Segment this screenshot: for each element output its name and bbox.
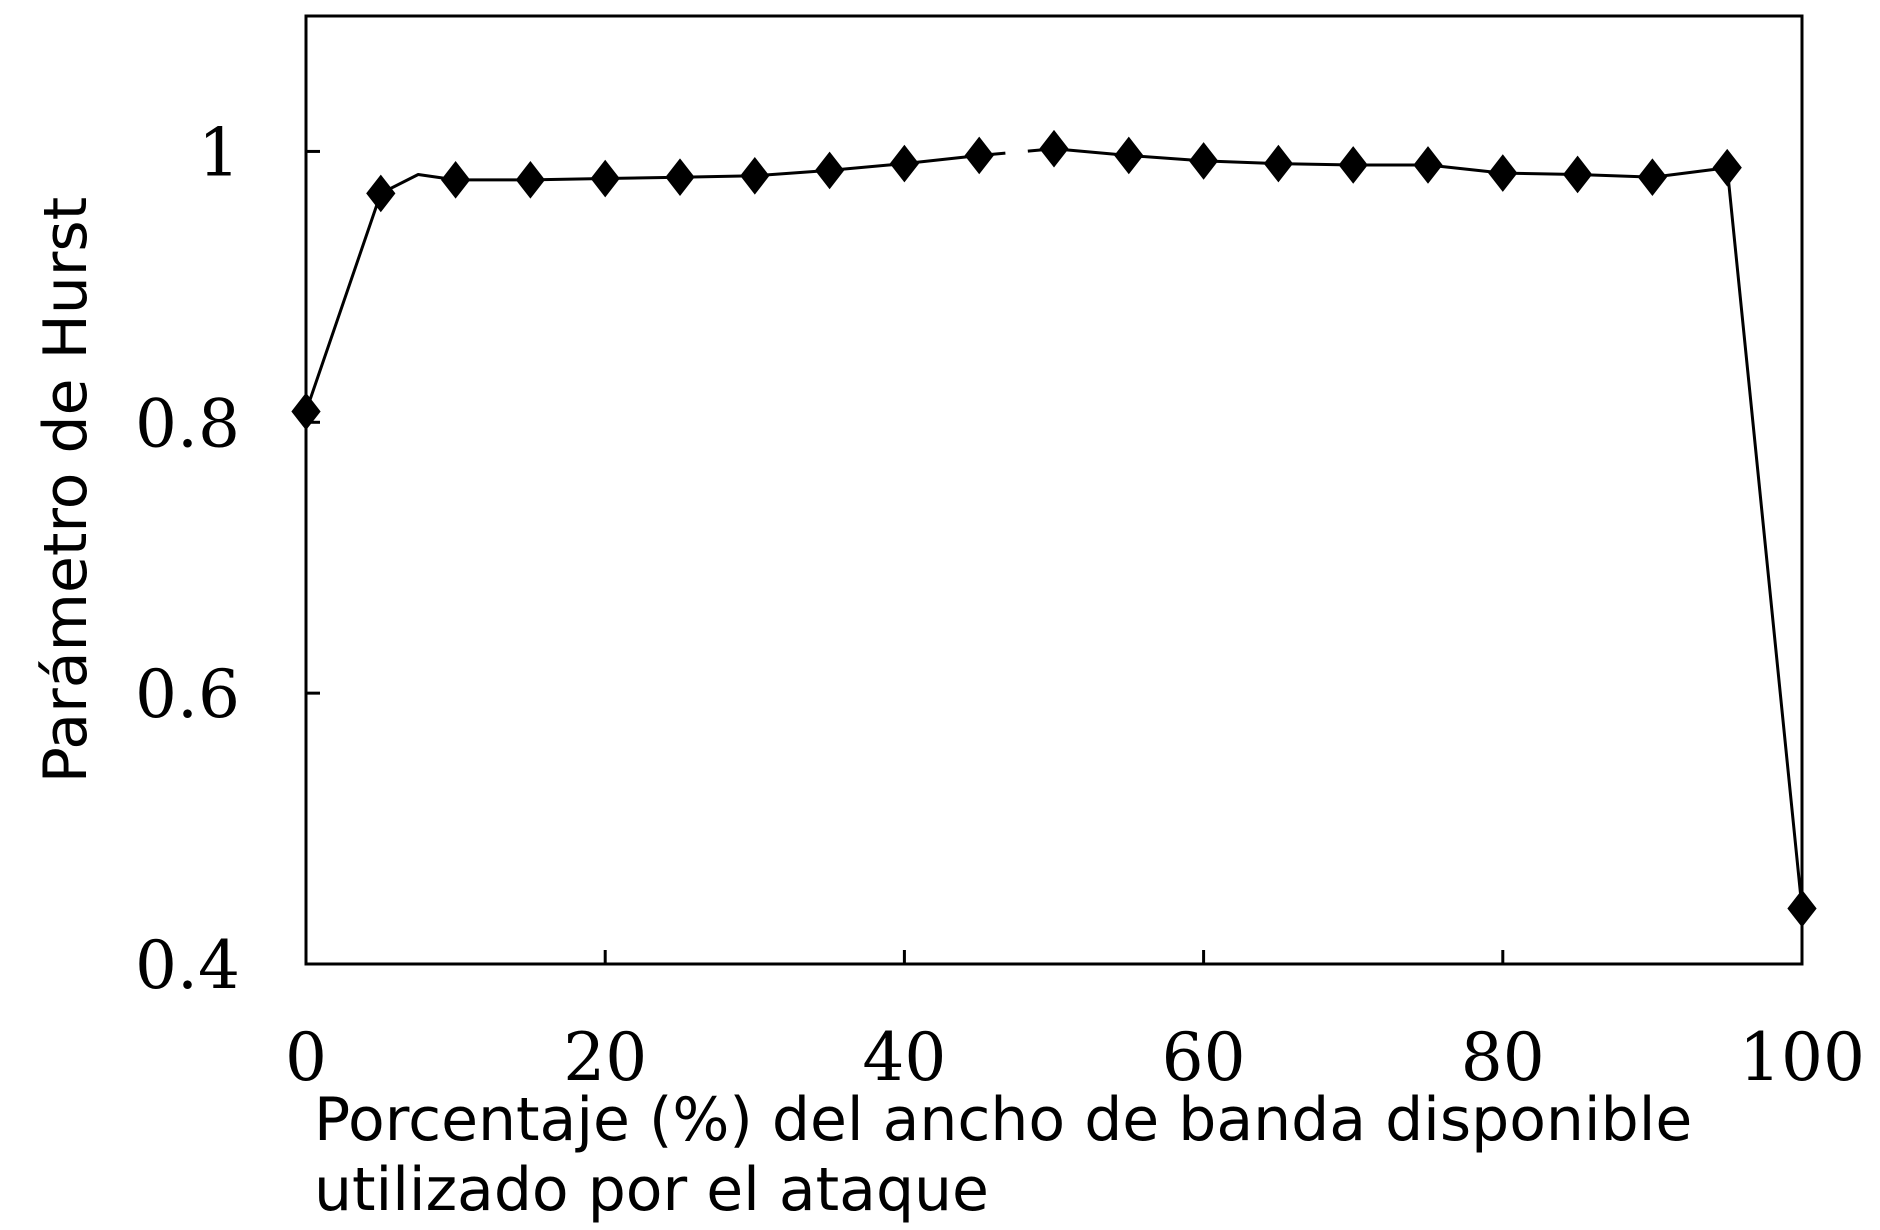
data-point-marker: [889, 144, 920, 183]
data-point-marker: [1263, 144, 1294, 183]
axes: [304, 14, 1804, 966]
axis-labels: 0 20 40 60 80 100 0.4 0.6 0.8 1 Parámetro de Hurst…: [31, 114, 1865, 1225]
y-tick-label: 1: [198, 114, 240, 191]
y-tick-label: 0.6: [135, 656, 240, 733]
data-point-marker: [1338, 146, 1368, 184]
plot-area: [291, 129, 1817, 928]
data-point-marker: [1637, 158, 1668, 196]
y-tick-label: 0.8: [135, 385, 240, 462]
data-point-marker: [1562, 155, 1593, 194]
data-point-marker: [814, 151, 845, 190]
data-point-marker: [1188, 142, 1219, 180]
data-point-marker: [665, 158, 695, 196]
data-point-marker: [964, 136, 994, 175]
data-point-marker: [1114, 136, 1144, 175]
data-point-marker: [590, 159, 620, 198]
x-axis-title-line: Porcentaje (%) del ancho de banda dispon…: [314, 1085, 1692, 1155]
y-axis-title: Parámetro de Hurst: [31, 197, 101, 783]
x-tick-label: 20: [563, 1019, 647, 1096]
x-tick-label: 100: [1739, 1019, 1865, 1096]
data-point-marker: [1039, 129, 1069, 168]
plot-frame: [304, 14, 1804, 966]
data-point-marker: [366, 174, 396, 213]
x-tick-label: 80: [1461, 1019, 1545, 1096]
data-point-marker: [1413, 146, 1443, 184]
y-tick-label: 0.4: [135, 927, 240, 1004]
x-tick-label: 60: [1162, 1019, 1246, 1096]
data-point-marker: [1488, 154, 1518, 192]
data-point-marker: [1712, 148, 1742, 187]
data-point-marker: [440, 161, 471, 199]
data-point-marker: [740, 156, 770, 195]
x-tick-label: 0: [285, 1019, 327, 1096]
x-tick-label: 40: [862, 1019, 946, 1096]
data-point-marker: [515, 161, 546, 199]
x-axis-title-line: utilizado por el ataque: [314, 1155, 989, 1225]
